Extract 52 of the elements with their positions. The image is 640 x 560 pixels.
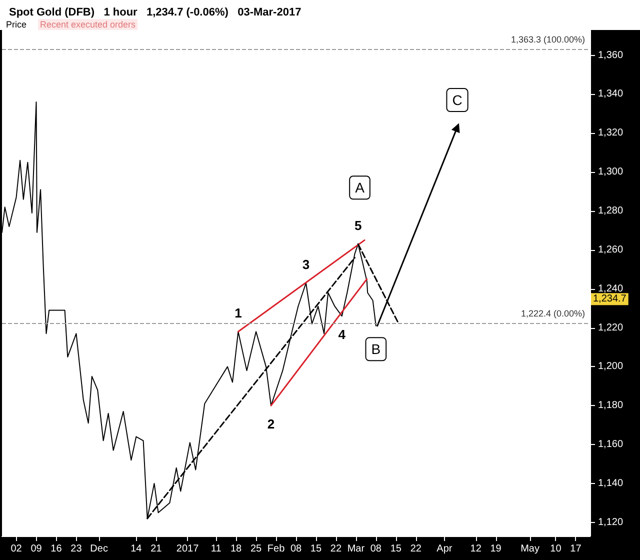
y-tick-label: 1,140 (598, 478, 624, 489)
annotation: 4 (338, 327, 346, 342)
x-tick-label: 11 (210, 544, 222, 554)
annotation: B (371, 341, 381, 358)
y-tick-label: 1,300 (598, 166, 624, 178)
y-tick-label: 1,160 (598, 439, 624, 450)
x-tick-label: 15 (390, 544, 402, 554)
x-tick-label: 17 (570, 544, 582, 554)
ref-line-label: 1,222.4 (0.00%) (520, 308, 585, 319)
y-tick-label: 1,120 (598, 516, 624, 528)
y-tick-label: 1,220 (598, 322, 624, 334)
x-tick-label: 21 (150, 544, 162, 554)
x-tick-label: Dec (90, 544, 108, 554)
y-tick-label: 1,240 (598, 283, 624, 294)
x-tick-label: 08 (370, 544, 382, 554)
x-tick-label: 16 (50, 544, 62, 554)
x-tick-label: 09 (30, 544, 42, 554)
x-tick-label: 15 (310, 544, 322, 554)
annotation: 2 (267, 416, 275, 432)
ref-line-label: 1,363.3 (100.00%) (510, 34, 585, 44)
x-tick-label: 22 (330, 544, 342, 554)
annotation: 5 (354, 218, 362, 234)
x-tick-label: Feb (267, 544, 286, 554)
x-tick-label: 10 (550, 544, 562, 554)
y-tick-label: 1,260 (598, 244, 624, 256)
x-tick-label: 19 (490, 544, 502, 554)
x-tick-label: 12 (470, 544, 482, 554)
text: Price (6, 20, 27, 30)
annotation: C (452, 92, 462, 108)
x-tick-label: 08 (290, 544, 302, 554)
x-tick-label: Mar (347, 544, 366, 554)
x-tick-label: 22 (410, 544, 422, 554)
x-tick-label: Apr (436, 544, 453, 554)
annotation: A (355, 180, 366, 196)
x-tick-label: May (520, 544, 540, 554)
annotation: 1 (234, 306, 242, 321)
x-tick-label: 2017 (176, 544, 200, 554)
x-tick-label: 14 (130, 544, 142, 554)
x-tick-label: 02 (10, 544, 22, 554)
x-tick-label: 25 (250, 544, 262, 554)
y-tick-label: 1,320 (598, 128, 624, 139)
x-tick-label: 18 (230, 544, 242, 554)
y-tick-label: 1,340 (598, 88, 624, 100)
y-tick-label: 1,360 (598, 50, 624, 61)
x-tick-label: 23 (70, 544, 82, 554)
annotation: 3 (302, 257, 310, 272)
y-tick-label: 1,280 (598, 205, 624, 216)
y-tick-label: 1,200 (598, 361, 624, 372)
chart-title: Spot Gold (DFB) 1 hour 1,234.7 (-0.06%) 03-Mar-2017 (9, 6, 302, 18)
annotation: 1,234.7 (593, 294, 627, 305)
text: Recent executed orders (40, 20, 136, 30)
y-tick-label: 1,180 (598, 400, 624, 412)
